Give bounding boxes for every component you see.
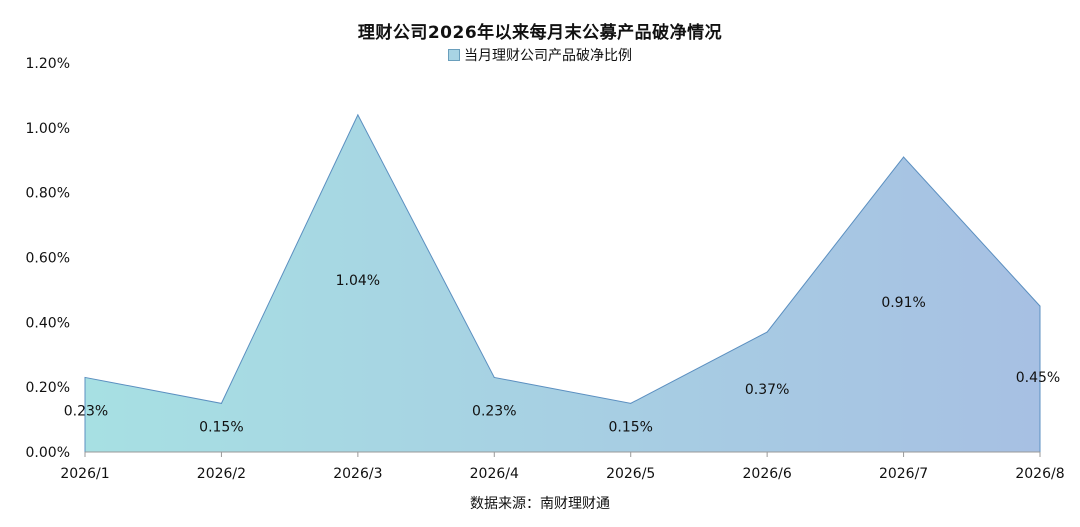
- data-label: 0.91%: [881, 295, 925, 311]
- y-tick-label: 0.20%: [26, 380, 70, 396]
- data-point: [903, 156, 905, 158]
- data-label: 0.15%: [608, 419, 652, 435]
- x-tick-label: 2026/7: [879, 466, 928, 482]
- data-label: 0.23%: [64, 403, 108, 419]
- legend: 当月理财公司产品破净比例: [0, 45, 1080, 65]
- data-point: [357, 114, 359, 116]
- data-label: 1.04%: [336, 273, 380, 289]
- data-point: [84, 376, 86, 378]
- data-label: 0.37%: [745, 382, 789, 398]
- data-point: [766, 331, 768, 333]
- source-note: 数据来源：南财理财通: [470, 496, 610, 512]
- x-tick-label: 2026/2: [197, 466, 246, 482]
- data-label: 0.45%: [1016, 370, 1060, 386]
- area-series: [84, 113, 1041, 453]
- x-tick-label: 2026/3: [333, 466, 382, 482]
- legend-label: 当月理财公司产品破净比例: [464, 48, 632, 64]
- x-tick-label: 2026/5: [606, 466, 655, 482]
- x-tick-label: 2026/1: [60, 466, 109, 482]
- data-point: [630, 402, 632, 404]
- y-tick-label: 1.20%: [26, 56, 70, 72]
- y-tick-label: 0.40%: [26, 315, 70, 331]
- data-label: 0.23%: [472, 403, 516, 419]
- y-tick-label: 0.60%: [26, 251, 70, 267]
- data-point: [1039, 305, 1041, 307]
- x-tick-label: 2026/8: [1015, 466, 1064, 482]
- y-tick-label: 1.00%: [26, 121, 70, 137]
- x-tick-label: 2026/6: [743, 466, 792, 482]
- y-tick-label: 0.00%: [26, 445, 70, 461]
- data-point: [220, 402, 222, 404]
- data-label: 0.15%: [199, 419, 243, 435]
- x-tick-label: 2026/4: [470, 466, 519, 482]
- chart-title: 理财公司2026年以来每月末公募产品破净情况: [357, 23, 723, 43]
- y-tick-label: 0.80%: [26, 186, 70, 202]
- legend-swatch: [448, 49, 460, 61]
- data-point: [493, 376, 495, 378]
